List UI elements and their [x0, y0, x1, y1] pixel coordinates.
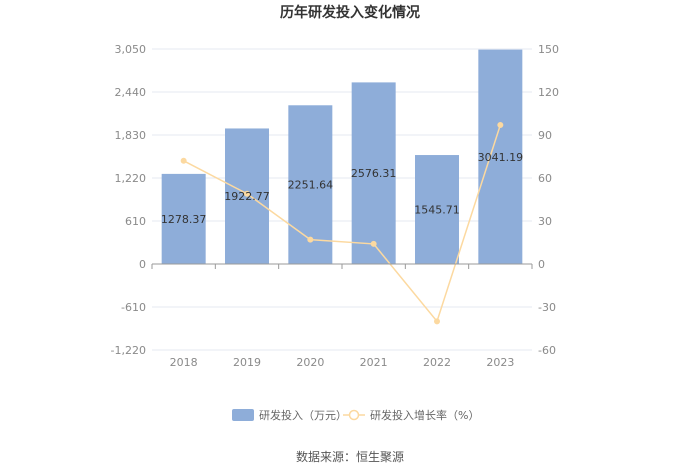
bar: [161, 173, 206, 264]
left-tick-label: 3,050: [115, 43, 147, 56]
legend-line-marker: [348, 409, 360, 421]
x-tick-label: 2018: [170, 356, 198, 369]
grid-lines: [152, 48, 532, 351]
line-point: [497, 121, 504, 128]
bar-series: [161, 49, 523, 265]
right-tick-label: -60: [538, 344, 556, 357]
right-tick-label: 120: [538, 86, 559, 99]
legend-item-line[interactable]: 研发投入增长率（%）: [343, 408, 479, 422]
left-tick-label: 1,830: [115, 129, 147, 142]
left-tick-label: -1,220: [111, 344, 146, 357]
x-tick-label: 2021: [360, 356, 388, 369]
source-note: 数据来源：恒生聚源: [296, 449, 404, 464]
bar: [478, 49, 523, 264]
legend-line-label: 研发投入增长率（%）: [370, 408, 479, 422]
right-axis-ticks: 150 120 90 60 30 0 -30 -60: [538, 43, 559, 357]
bar-data-label: 2251.64: [288, 179, 334, 192]
right-tick-label: 0: [538, 258, 545, 271]
x-axis: 2018 2019 2020 2021 2022 2023: [151, 263, 533, 369]
legend: 研发投入（万元） 研发投入增长率（%）: [232, 408, 479, 422]
bar-data-label: 3041.19: [478, 151, 524, 164]
legend-bar-label: 研发投入（万元）: [259, 408, 347, 422]
bar: [415, 155, 459, 264]
line-point: [244, 190, 250, 197]
legend-bar-swatch: [232, 409, 254, 421]
right-tick-label: 60: [538, 172, 552, 185]
right-tick-label: 30: [538, 215, 552, 228]
bar-data-label: 1922.77: [224, 190, 270, 203]
chart-title: 历年研发投入变化情况: [280, 4, 420, 21]
right-tick-label: 90: [538, 129, 552, 142]
growth-line: [183, 124, 502, 323]
left-tick-label: 1,220: [115, 172, 147, 185]
line-point: [434, 318, 440, 325]
left-axis-ticks: 3,050 2,440 1,830 1,220 610 0 -610 -1,220: [111, 43, 146, 357]
left-tick-label: 0: [139, 258, 146, 271]
legend-item-bar[interactable]: 研发投入（万元）: [232, 408, 347, 422]
bar: [351, 82, 396, 264]
right-tick-label: -30: [538, 301, 556, 314]
bar-data-label: 1278.37: [161, 213, 207, 226]
line-point: [307, 236, 314, 243]
data-labels: 1278.37 1922.77 2251.64 2576.31 1545.71 3041.…: [161, 151, 523, 226]
x-tick-label: 2022: [423, 356, 451, 369]
bar-data-label: 2576.31: [351, 167, 397, 180]
left-tick-label: -610: [121, 301, 146, 314]
right-tick-label: 150: [538, 43, 559, 56]
line-point: [370, 240, 377, 247]
line-point: [180, 157, 187, 164]
line-series: [180, 121, 504, 325]
left-tick-label: 610: [125, 215, 146, 228]
bar-data-label: 1545.71: [414, 204, 460, 217]
x-tick-label: 2020: [296, 356, 324, 369]
left-tick-label: 2,440: [115, 86, 147, 99]
x-tick-label: 2023: [486, 356, 514, 369]
x-tick-label: 2019: [233, 356, 261, 369]
